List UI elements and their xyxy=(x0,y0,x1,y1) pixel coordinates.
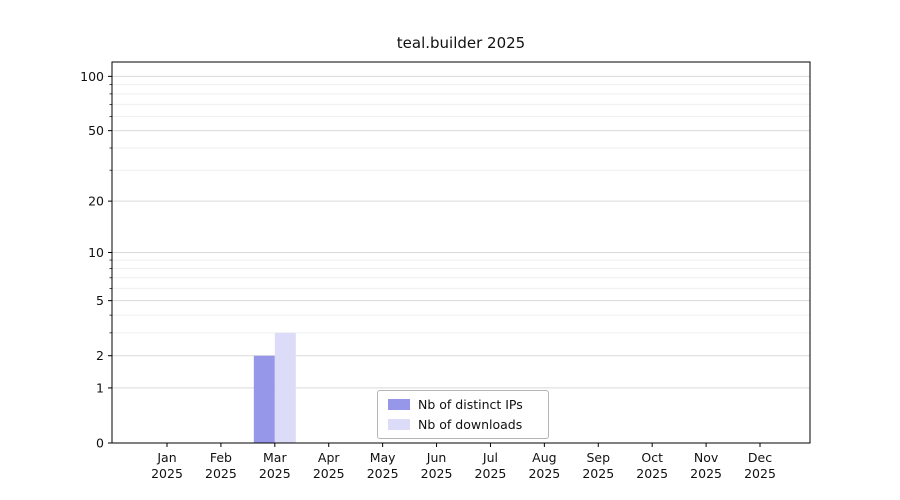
x-tick-label-month: Sep xyxy=(586,450,610,465)
x-tick-label-year: 2025 xyxy=(151,466,183,481)
x-tick-label-year: 2025 xyxy=(528,466,560,481)
y-tick-label: 10 xyxy=(88,245,104,260)
x-tick-label-year: 2025 xyxy=(259,466,291,481)
bar-nb-of-downloads-mar xyxy=(274,332,296,443)
y-tick-label: 5 xyxy=(96,293,104,308)
legend-swatch-distinct-ips xyxy=(388,399,410,410)
x-tick-label-year: 2025 xyxy=(744,466,776,481)
chart-title: teal.builder 2025 xyxy=(396,34,526,52)
legend-swatch-downloads xyxy=(388,419,410,430)
x-tick-label-month: Mar xyxy=(263,450,287,465)
legend-label-distinct-ips: Nb of distinct IPs xyxy=(418,397,523,412)
x-tick-label-year: 2025 xyxy=(582,466,614,481)
x-tick-label-year: 2025 xyxy=(205,466,237,481)
x-tick-label-month: Jun xyxy=(426,450,447,465)
legend-item-distinct-ips: Nb of distinct IPs xyxy=(388,397,538,412)
legend-label-downloads: Nb of downloads xyxy=(418,417,523,432)
y-tick-label: 50 xyxy=(88,123,104,138)
x-tick-label-month: May xyxy=(370,450,396,465)
x-tick-label-month: Jan xyxy=(156,450,176,465)
x-tick-label-year: 2025 xyxy=(690,466,722,481)
x-tick-label-year: 2025 xyxy=(367,466,399,481)
x-tick-label-month: Dec xyxy=(748,450,772,465)
x-tick-label-month: Aug xyxy=(532,450,556,465)
legend: Nb of distinct IPs Nb of downloads xyxy=(377,390,549,439)
y-tick-label: 1 xyxy=(96,380,104,395)
y-tick-label: 20 xyxy=(88,194,104,209)
x-tick-label-year: 2025 xyxy=(313,466,345,481)
x-tick-label-year: 2025 xyxy=(421,466,453,481)
x-tick-label-year: 2025 xyxy=(636,466,668,481)
y-tick-label: 0 xyxy=(96,436,104,451)
x-tick-label-month: Oct xyxy=(641,450,663,465)
x-tick-label-month: Feb xyxy=(210,450,232,465)
x-tick-label-year: 2025 xyxy=(475,466,507,481)
legend-item-downloads: Nb of downloads xyxy=(388,417,538,432)
y-tick-label: 100 xyxy=(80,69,104,84)
y-tick-label: 2 xyxy=(96,348,104,363)
bar-nb-of-distinct-ips-mar xyxy=(253,355,275,443)
x-tick-label-month: Apr xyxy=(318,450,340,465)
x-tick-label-month: Jul xyxy=(482,450,498,465)
x-tick-label-month: Nov xyxy=(694,450,719,465)
